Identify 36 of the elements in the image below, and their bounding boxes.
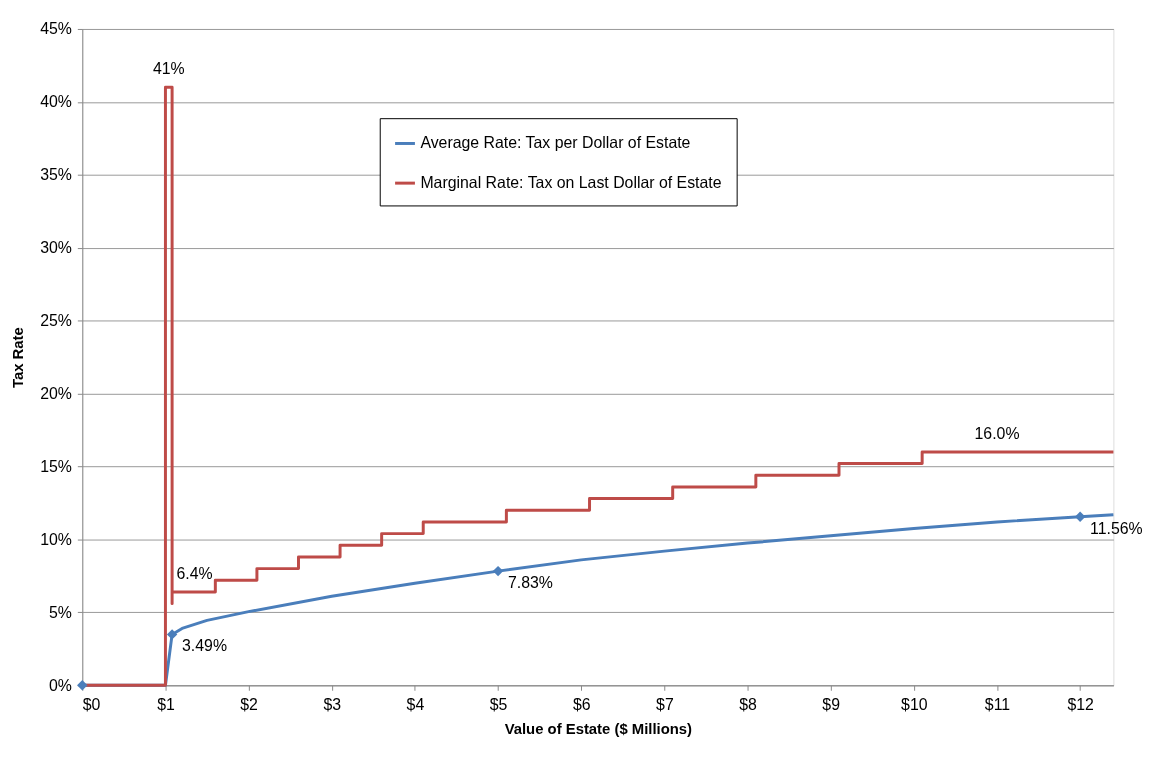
x-tick-label: $11	[984, 695, 1011, 713]
x-tick-label: $9	[822, 695, 841, 713]
y-tick-label: 5%	[48, 603, 72, 621]
data-label: 7.83%	[507, 573, 553, 591]
y-tick-label: 25%	[40, 312, 72, 330]
point	[492, 565, 504, 577]
point	[77, 680, 88, 691]
y-tick-label: 20%	[40, 385, 72, 403]
legend-label: Average Rate: Tax per Dollar of Estate	[420, 134, 691, 152]
point	[166, 629, 178, 640]
y-tick-label: 30%	[40, 239, 72, 257]
y-tick-label: 40%	[40, 93, 72, 111]
x-axis-title: Value of Estate ($ Millions)	[504, 721, 693, 738]
y-tick-label: 10%	[40, 530, 72, 548]
annotation: 16.0%	[974, 425, 1020, 443]
data-label: 3.49%	[182, 637, 227, 655]
x-tick-label: $6	[572, 695, 591, 713]
y-tick-label: 0%	[48, 676, 72, 694]
annotation: 6.4%	[176, 565, 213, 583]
x-tick-label: $3	[323, 695, 342, 713]
annotation: 41%	[152, 60, 185, 78]
x-tick-label: $10	[901, 695, 928, 713]
data-label: 11.56%	[1090, 519, 1143, 537]
x-tick-label: $4	[406, 695, 425, 713]
y-tick-label: 45%	[40, 20, 72, 38]
legend-label: Marginal Rate: Tax on Last Dollar of Estate	[420, 174, 722, 192]
x-tick-label: $5	[489, 695, 508, 713]
y-axis-title: Tax Rate	[10, 327, 27, 389]
x-tick-label: $7	[656, 695, 674, 713]
x-tick-label: $0	[82, 695, 101, 713]
y-tick-label: 15%	[40, 457, 72, 475]
x-tick-label: $8	[739, 695, 758, 713]
x-tick-label: $12	[1067, 695, 1095, 713]
y-tick-label: 35%	[40, 166, 72, 184]
x-tick-label: $1	[157, 695, 175, 713]
x-tick-label: $2	[240, 695, 259, 713]
